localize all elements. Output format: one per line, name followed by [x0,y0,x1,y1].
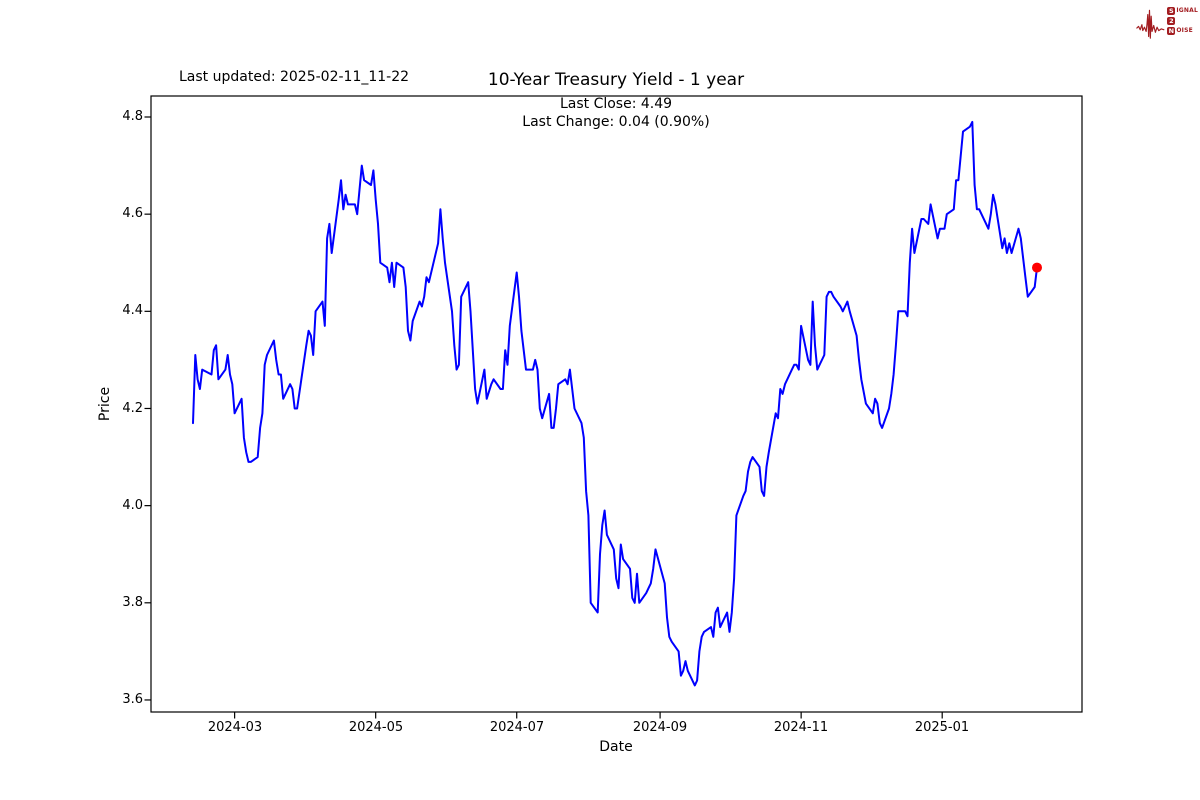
xtick-label: 2024-11 [773,720,829,735]
chart-title: 10-Year Treasury Yield - 1 year [487,70,745,90]
signal2noise-logo: S IGNAL 2 N OISE [1136,3,1198,45]
last-close-marker [1032,262,1042,273]
last-updated-text: Last updated: 2025-02-11_11-22 [179,69,410,85]
y-axis-label: Price [97,386,113,422]
logo-letter-s: S [1167,6,1176,15]
logo-row-noise: N OISE [1167,26,1193,35]
logo-row-signal: S IGNAL [1167,6,1198,15]
last-close-text: Last Close: 4.49 [559,96,673,112]
logo-letter-n: N [1167,26,1176,35]
ytick-label: 4.6 [122,206,143,221]
ytick-label: 4.4 [122,303,143,318]
last-change-text: Last Change: 0.04 (0.90%) [522,114,710,130]
xtick-label: 2025-01 [914,720,970,735]
logo-letter-2: 2 [1167,16,1176,25]
waveform-icon [1136,9,1165,39]
xtick-label: 2024-09 [632,720,688,735]
yield-line [192,120,1038,687]
logo-text: S IGNAL 2 N OISE [1167,6,1198,35]
axes-border [150,95,1083,713]
xtick-label: 2024-07 [489,720,545,735]
ytick-label: 4.2 [122,401,143,416]
xtick-label: 2024-05 [348,720,404,735]
logo-row-2: 2 [1167,16,1198,25]
ytick-label: 4.8 [122,109,143,124]
ytick-label: 3.8 [122,595,143,610]
ytick-label: 3.6 [122,692,143,707]
x-axis-label: Date [599,739,633,755]
xtick-label: 2024-03 [207,720,263,735]
ytick-label: 4.0 [122,498,143,513]
